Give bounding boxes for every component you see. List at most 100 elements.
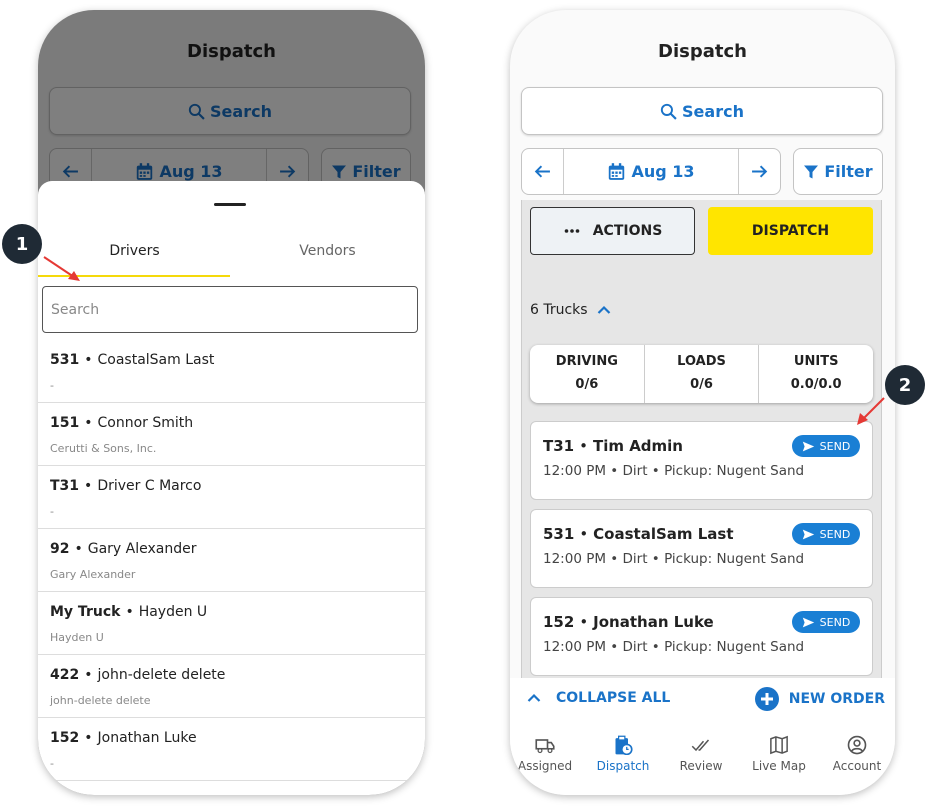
new-order[interactable]: NEW ORDER: [754, 687, 885, 711]
nav-label: Assigned: [517, 759, 573, 773]
driver-name: Hayden U: [138, 604, 208, 620]
send-icon-part: [802, 617, 814, 627]
search-button[interactable]: Search: [521, 87, 883, 135]
separator: •: [579, 613, 589, 631]
stat-value: 0.0/0.0: [790, 377, 842, 392]
search-icon-part: [660, 103, 673, 116]
date: Aug 13: [564, 149, 738, 194]
driver-subtitle: -: [50, 757, 54, 770]
driver-search-input[interactable]: Search: [42, 286, 418, 333]
nav-tab[interactable]: Dispatch: [584, 735, 662, 773]
separator: •: [84, 415, 93, 431]
nav-icon-part: [770, 735, 788, 755]
order-card[interactable]: 531 • CoastalSam Last 12:00 PM • Dirt • Pic…: [530, 509, 873, 588]
date-picker: Aug 13: [521, 148, 781, 195]
unit: 152: [50, 730, 80, 746]
callout-number: 1: [16, 234, 29, 255]
separator: •: [125, 604, 134, 620]
driver-subtitle: Gary Alexander: [50, 568, 136, 581]
driver-subtitle: john-delete delete: [50, 694, 151, 707]
driver-row[interactable]: 151 • Connor Smith Cerutti & Sons, Inc.: [38, 403, 425, 466]
driver-title: 531 • CoastalSam Last: [50, 352, 214, 368]
send-icon-part: [802, 529, 814, 539]
callout-badge: [2, 224, 42, 264]
driver-title: 92 • Gary Alexander: [50, 541, 197, 557]
calendar-icon-part: [615, 175, 619, 177]
driver-title: 151 • Connor Smith: [50, 415, 193, 431]
stat: UNITS 0.0/0.0: [758, 345, 873, 403]
driver-title: 422 • john-delete delete: [50, 667, 225, 683]
stat-value: 0/6: [690, 377, 713, 392]
driver-name: Jonathan Luke: [97, 730, 197, 746]
nav-tab[interactable]: Assigned: [510, 735, 584, 773]
tab[interactable]: Drivers: [109, 243, 160, 259]
dispatch-button[interactable]: DISPATCH: [708, 207, 873, 255]
nav-tab[interactable]: Review: [662, 735, 740, 773]
driver-row[interactable]: My Truck • Hayden U Hayden U: [38, 592, 425, 655]
nav-tab[interactable]: Live Map: [740, 735, 818, 773]
nav-icon-part: [626, 746, 629, 750]
send-icon-part: [802, 441, 814, 451]
search-icon-part: [669, 112, 677, 120]
driver-title: T31 • Driver C Marco: [50, 478, 201, 494]
stats-box: DRIVING 0/6 LOADS 0/6 UNITS 0.0/0.0: [530, 345, 873, 403]
driver-subtitle: Hayden U: [50, 631, 104, 644]
actions-button[interactable]: ACTIONS: [530, 207, 695, 255]
unit: 151: [50, 415, 80, 431]
stat-label: LOADS: [677, 354, 726, 369]
send-label: SEND: [819, 527, 851, 541]
calendar-icon: [609, 163, 625, 180]
nav-icon-part: [691, 739, 710, 752]
callout-number: 2: [899, 375, 912, 396]
separator: •: [84, 730, 93, 746]
driver-row[interactable]: T31 • Driver C Marco -: [38, 466, 425, 529]
nav-icon-part: [618, 735, 626, 741]
tab[interactable]: Vendors: [299, 243, 356, 259]
nav-icon-part: [537, 748, 543, 754]
calendar-icon-part: [619, 163, 622, 167]
stat: LOADS 0/6: [643, 345, 759, 403]
driver-row[interactable]: 152 • Jonathan Luke -: [38, 718, 425, 781]
nav-tab[interactable]: Account: [818, 735, 895, 773]
search-label: Search: [682, 101, 744, 121]
caret-up-part: [597, 305, 610, 314]
nav-icon-part: [547, 741, 555, 750]
separator: •: [84, 478, 93, 494]
date-label: Aug 13: [631, 162, 695, 181]
send-icon: [802, 529, 814, 539]
driver-row[interactable]: 422 • john-delete delete john-delete delete: [38, 655, 425, 718]
nav-label: Review: [679, 759, 723, 773]
driver-row[interactable]: 92 • Gary Alexander Gary Alexander: [38, 529, 425, 592]
filter-button[interactable]: Filter: [793, 148, 883, 195]
order-card[interactable]: T31 • Tim Admin 12:00 PM • Dirt • Pickup: N…: [530, 421, 873, 500]
driver-subtitle: -: [50, 379, 54, 392]
nav-icon-part: [853, 739, 861, 747]
trucks-toggle[interactable]: 6 Trucks: [530, 302, 612, 318]
driver-name: CoastalSam Last: [97, 352, 215, 368]
nav-icon: [535, 739, 555, 754]
nav-label: Live Map: [752, 759, 806, 773]
calendar-icon-part: [619, 171, 622, 174]
phone-right: Dispatch Search Aug 13 Filter ACTIONS DISPATC…: [510, 10, 895, 795]
separator: •: [74, 541, 83, 557]
unit: 422: [50, 667, 80, 683]
driver-row[interactable]: 531 • CoastalSam Last -: [38, 340, 425, 403]
calendar-icon-part: [612, 171, 615, 174]
collapse-all[interactable]: COLLAPSE ALL: [526, 690, 670, 706]
driver-name: Gary Alexander: [87, 541, 197, 557]
send-button[interactable]: SEND: [792, 611, 860, 633]
header-title: Dispatch: [658, 41, 747, 62]
sheet-handle: [214, 203, 246, 206]
arrow-right: [752, 165, 768, 178]
prev-day[interactable]: [522, 149, 564, 194]
driver-name: Connor Smith: [97, 415, 194, 431]
arrow-left: [534, 165, 550, 178]
send-button[interactable]: SEND: [792, 523, 860, 545]
next-day[interactable]: [738, 149, 780, 194]
send-button[interactable]: SEND: [792, 435, 860, 457]
order-card[interactable]: 152 • Jonathan Luke 12:00 PM • Dirt • Picku…: [530, 597, 873, 676]
more-icon: [564, 229, 580, 233]
nav-icon: [615, 735, 633, 755]
